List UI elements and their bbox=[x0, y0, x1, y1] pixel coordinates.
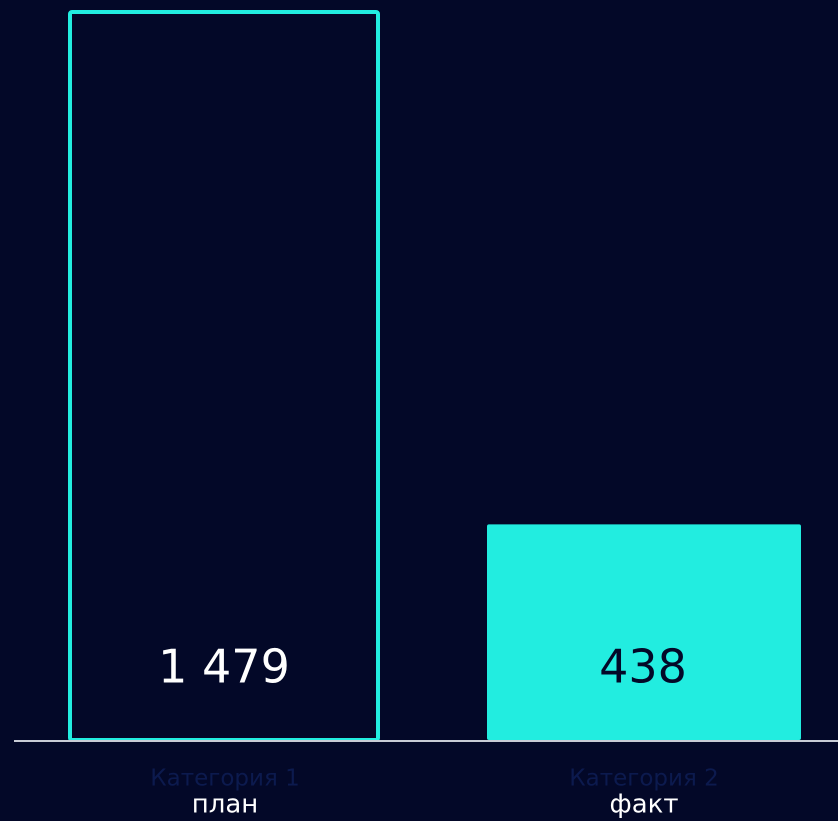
category-label: Категория 2 bbox=[569, 766, 718, 792]
bar bbox=[487, 524, 801, 740]
category-label: Категория 1 bbox=[150, 766, 299, 792]
value-label: 1 479 bbox=[158, 640, 290, 694]
category-sublabel: факт bbox=[609, 790, 678, 820]
value-label: 438 bbox=[599, 640, 687, 694]
category-sublabel: план bbox=[192, 790, 259, 820]
